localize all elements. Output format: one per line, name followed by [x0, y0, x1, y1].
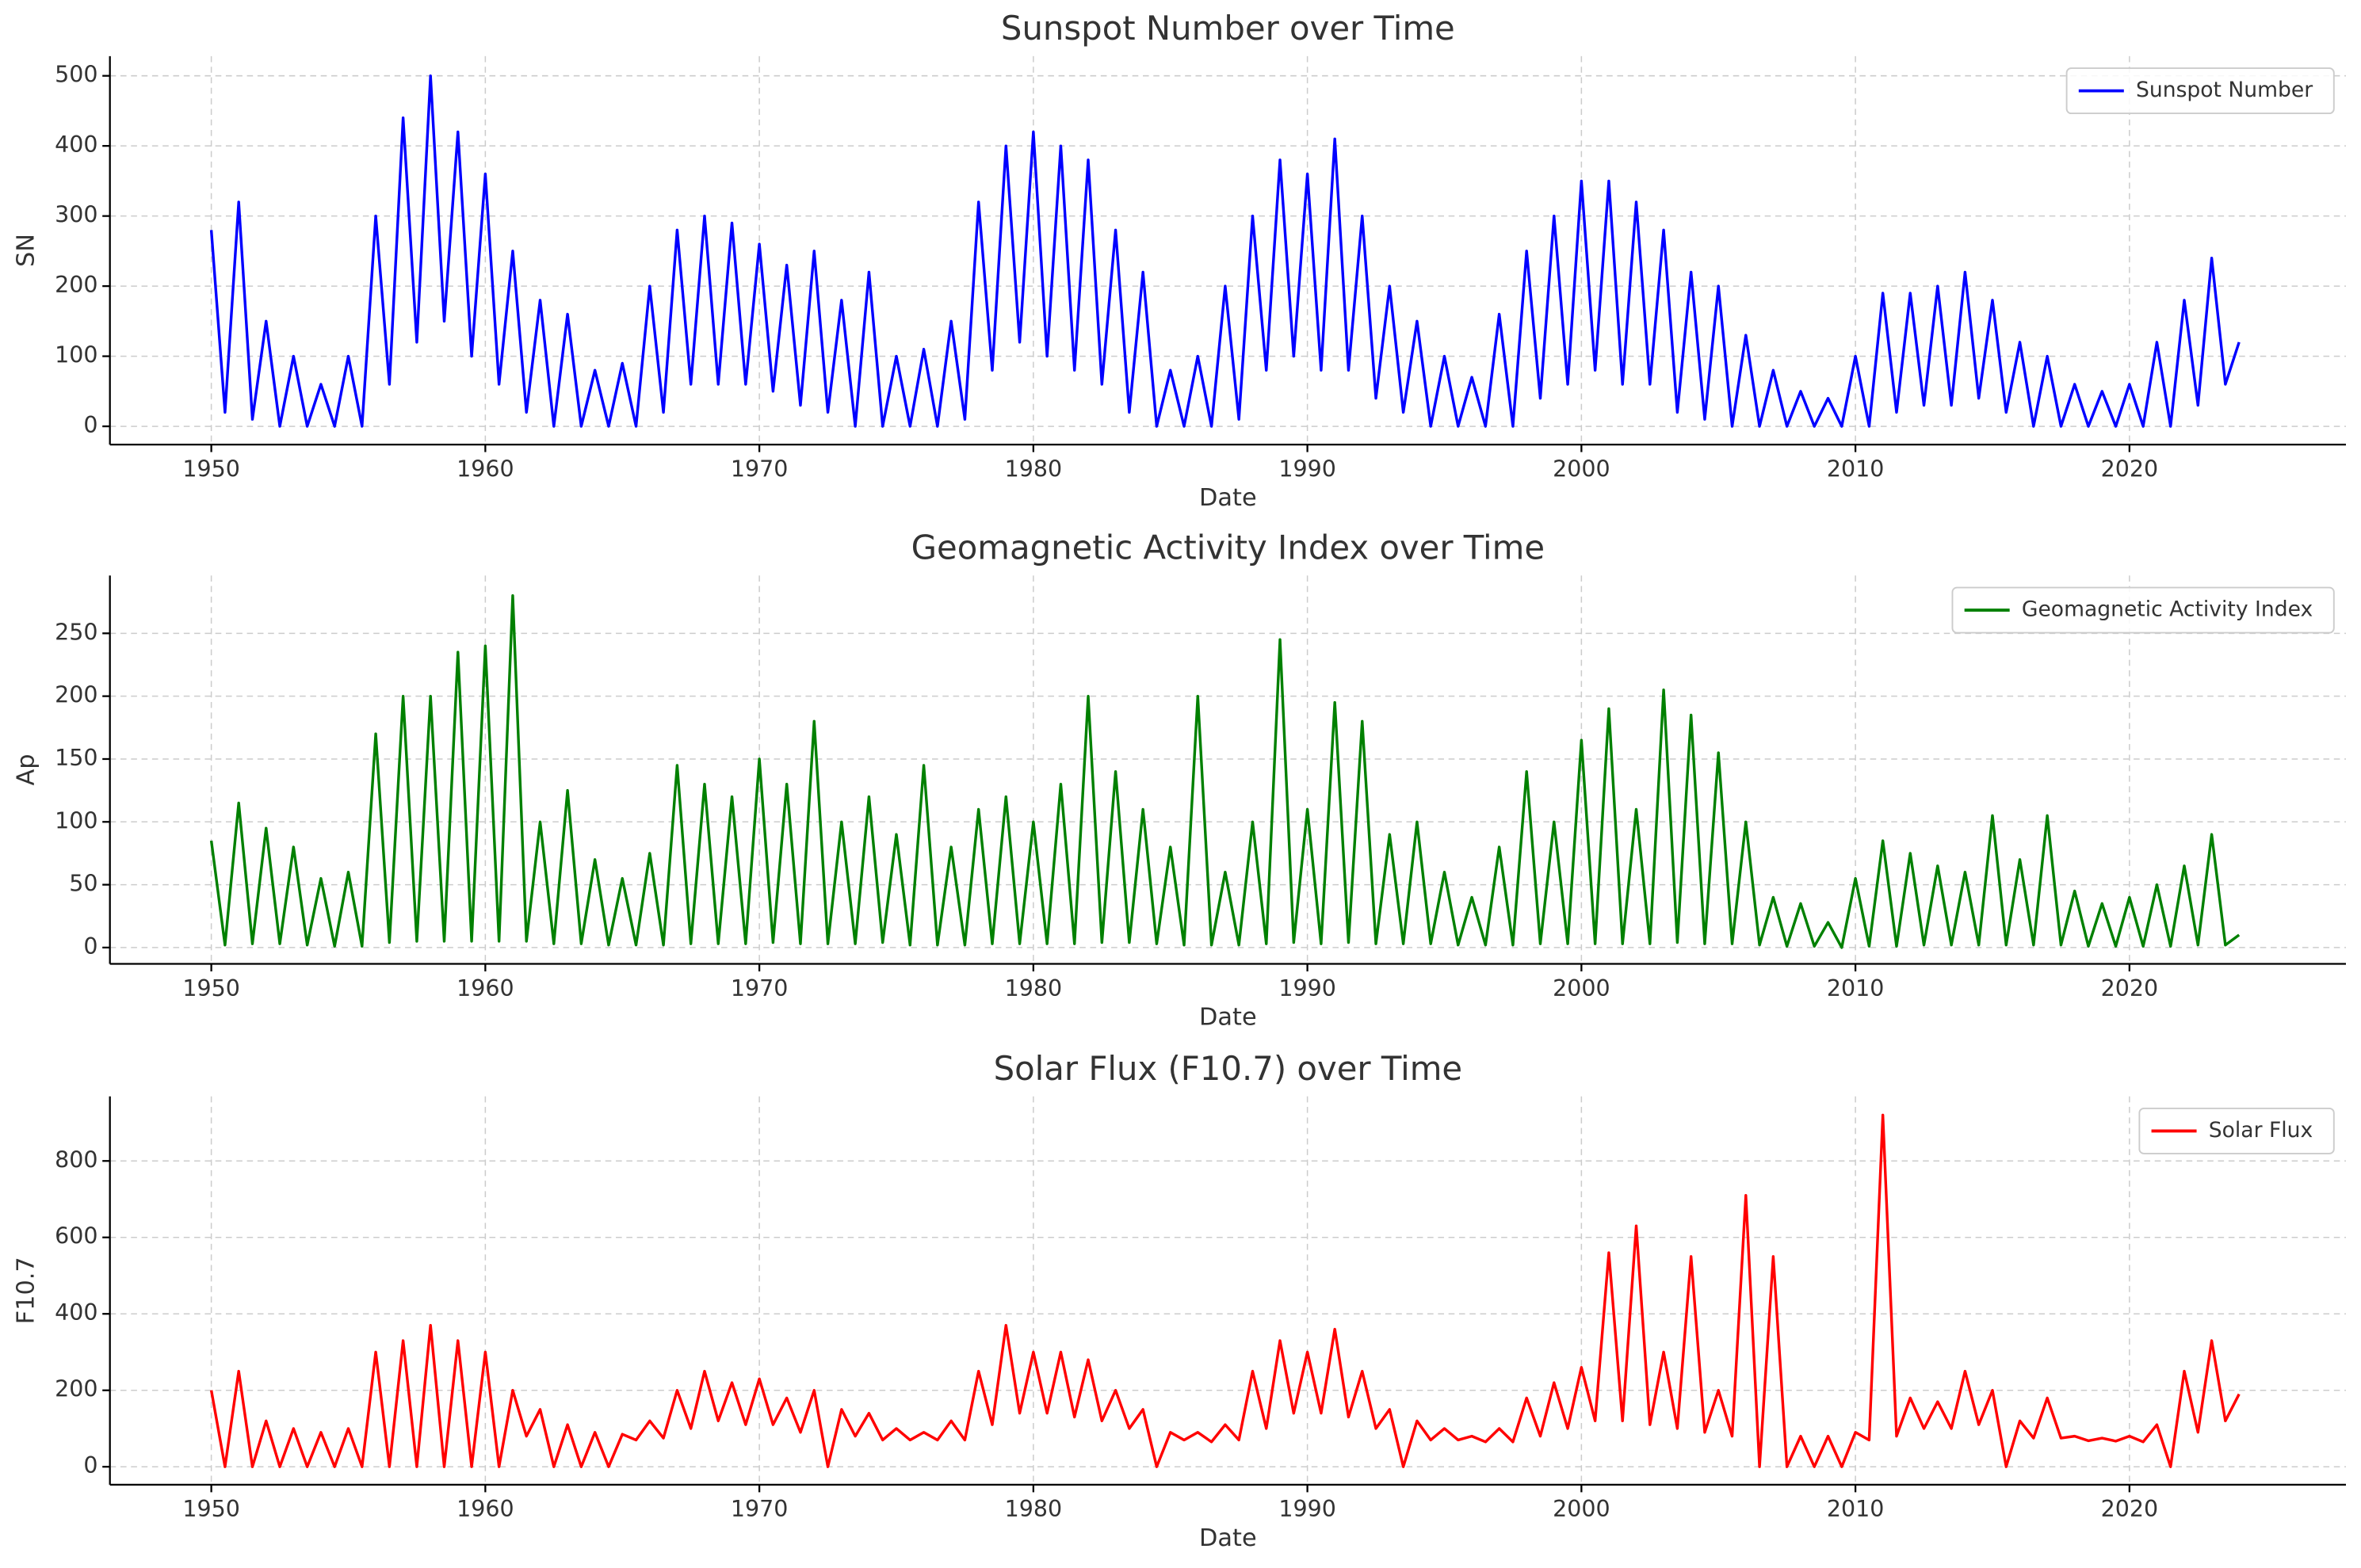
x-tick-label: 1950 — [182, 456, 239, 482]
y-tick-label: 0 — [83, 1452, 97, 1478]
x-tick-label: 1970 — [731, 456, 788, 482]
y-tick-label: 200 — [55, 682, 97, 708]
x-tick-label: 1960 — [457, 1496, 514, 1522]
x-tick-label: 2000 — [1553, 1496, 1610, 1522]
y-tick-label: 100 — [55, 342, 97, 368]
x-tick-label: 2010 — [1827, 456, 1885, 482]
x-tick-label: 1960 — [457, 456, 514, 482]
x-tick-label: 1970 — [731, 1496, 788, 1522]
legend-label: Geomagnetic Activity Index — [2022, 597, 2313, 622]
x-tick-label: 1990 — [1278, 456, 1336, 482]
y-tick-label: 800 — [55, 1146, 97, 1173]
data-line — [209, 74, 2241, 428]
chart-title: Solar Flux (F10.7) over Time — [994, 1049, 1463, 1088]
x-tick-label: 1950 — [182, 1496, 239, 1522]
x-axis-label: Date — [1199, 1524, 1257, 1552]
x-tick-label: 1950 — [182, 975, 239, 1001]
y-axis-label: SN — [13, 234, 40, 267]
x-tick-label: 2020 — [2101, 456, 2159, 482]
y-tick-label: 250 — [55, 619, 97, 645]
chart-title: Sunspot Number over Time — [1001, 9, 1455, 48]
chart-title: Geomagnetic Activity Index over Time — [911, 528, 1545, 567]
x-tick-label: 1980 — [1005, 975, 1063, 1001]
x-tick-label: 1990 — [1278, 1496, 1336, 1522]
x-tick-label: 2000 — [1553, 975, 1610, 1001]
y-tick-label: 400 — [55, 132, 97, 158]
x-tick-label: 2010 — [1827, 975, 1885, 1001]
y-axis-label: F10.7 — [13, 1257, 40, 1324]
y-tick-label: 0 — [83, 412, 97, 438]
y-tick-label: 200 — [55, 1376, 97, 1402]
y-tick-label: 500 — [55, 62, 97, 88]
data-line — [209, 1113, 2241, 1468]
legend-box — [1951, 586, 2335, 634]
x-tick-label: 1960 — [457, 975, 514, 1001]
y-tick-label: 400 — [55, 1299, 97, 1326]
y-tick-label: 600 — [55, 1223, 97, 1249]
y-tick-label: 200 — [55, 272, 97, 298]
x-tick-label: 1990 — [1278, 975, 1336, 1001]
x-axis-label: Date — [1199, 1003, 1257, 1031]
legend-label: Sunspot Number — [2136, 78, 2313, 102]
x-tick-label: 2020 — [2101, 975, 2159, 1001]
y-tick-label: 50 — [69, 871, 97, 897]
x-axis-label: Date — [1199, 484, 1257, 512]
x-tick-label: 2020 — [2101, 1496, 2159, 1522]
x-tick-label: 2010 — [1827, 1496, 1885, 1522]
x-tick-label: 2000 — [1553, 456, 1610, 482]
x-tick-label: 1980 — [1005, 456, 1063, 482]
y-tick-label: 300 — [55, 202, 97, 228]
x-tick-label: 1980 — [1005, 1496, 1063, 1522]
data-line — [209, 594, 2241, 949]
y-tick-label: 150 — [55, 745, 97, 771]
legend-box — [2138, 1107, 2335, 1154]
legend-box — [2065, 67, 2335, 115]
y-axis-label: Ap — [13, 753, 40, 785]
legend-label: Solar Flux — [2209, 1118, 2313, 1143]
y-tick-label: 0 — [83, 933, 97, 959]
x-tick-label: 1970 — [731, 975, 788, 1001]
y-tick-label: 100 — [55, 807, 97, 834]
